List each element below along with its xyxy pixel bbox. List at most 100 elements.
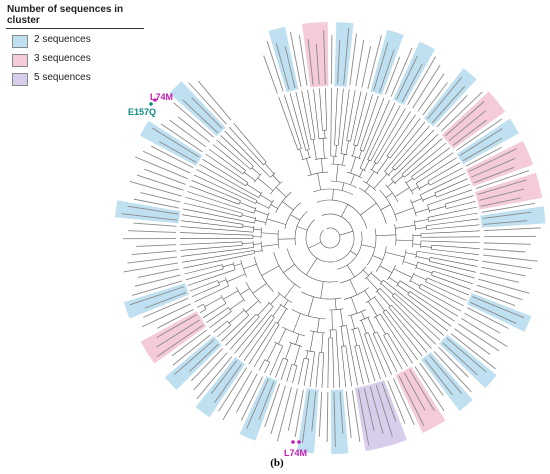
leaf-label (479, 188, 525, 201)
tree-branch (465, 201, 476, 205)
tree-branch (309, 331, 314, 352)
tree-branch (421, 304, 452, 327)
tree-arc (273, 251, 301, 289)
tree-branch (233, 178, 246, 187)
leaf-label (193, 352, 228, 391)
tree-branch (394, 175, 404, 184)
tree-arc (383, 332, 388, 336)
tree-branch (181, 214, 230, 223)
tree-branch (221, 322, 242, 342)
tree-arc (386, 155, 391, 159)
tree-branch (407, 138, 443, 170)
legend-label: 3 sequences (34, 53, 91, 64)
tree-branch (217, 334, 221, 338)
tree-branch (228, 241, 243, 243)
tree-branch (342, 354, 347, 388)
legend-item-5-sequences: 5 sequences (4, 71, 146, 90)
tree-branch (306, 350, 309, 359)
tree-branch (369, 349, 381, 380)
leaf-label (381, 382, 397, 422)
tree-branch (196, 169, 243, 194)
tree-branch (300, 130, 307, 151)
tree-arc (291, 364, 298, 367)
tree-arc (275, 191, 292, 213)
tree-branch (309, 365, 314, 387)
tree-arc (366, 228, 377, 266)
tree-branch (260, 314, 272, 329)
leaf-label (159, 141, 197, 163)
tree-branch (444, 178, 468, 189)
tree-branch (391, 304, 404, 318)
tree-arc (221, 264, 224, 270)
tree-branch (332, 189, 334, 201)
tree-branch (202, 309, 217, 319)
tree-branch (180, 245, 235, 251)
leaf-label (387, 380, 406, 424)
tree-branch (208, 264, 223, 269)
tree-branch (283, 300, 289, 308)
tree-branch (209, 319, 221, 328)
tree-branch (305, 258, 318, 276)
legend-item-3-sequences: 3 sequences (4, 52, 146, 71)
tree-branch (180, 232, 243, 236)
tree-branch (203, 308, 207, 311)
leaf-label (132, 280, 183, 296)
tree-branch (233, 167, 244, 175)
mutation-label-top-e157q: E157Q (128, 107, 157, 117)
tree-branch (403, 133, 439, 168)
leaf-label (409, 369, 435, 412)
leaf-label (284, 46, 296, 89)
tree-arc (303, 357, 309, 360)
tree-branch (397, 284, 409, 294)
leaf-label (178, 116, 210, 143)
tree-branch (377, 154, 384, 164)
tree-branch (418, 287, 432, 295)
tree-arc (271, 314, 275, 318)
leaf-label (456, 118, 503, 151)
tree-branch (295, 91, 308, 139)
tree-branch (425, 281, 442, 290)
tree-branch (346, 264, 355, 278)
tree-branch (264, 369, 267, 374)
tree-arc (401, 174, 405, 178)
tree-branch (248, 338, 266, 365)
tree-branches (179, 88, 480, 388)
tree-branch (353, 137, 356, 146)
tree-arc (253, 207, 257, 214)
tree-branch (307, 89, 315, 132)
leaf-label (396, 55, 418, 100)
cluster-highlight-sector (474, 172, 543, 210)
tree-arc (228, 307, 232, 312)
leaf-label (436, 95, 468, 128)
tree-branch (404, 302, 445, 336)
tree-branch (387, 342, 403, 370)
tree-branch (267, 306, 274, 313)
tree-arc (227, 320, 232, 326)
leaf-label (422, 82, 448, 116)
tree-branch (184, 267, 209, 275)
tree-branch (339, 88, 344, 132)
leaf-label (129, 286, 185, 306)
leaf-label (433, 351, 472, 393)
leaf-label (403, 372, 426, 411)
tree-branch (341, 346, 343, 355)
tree-branch (242, 225, 254, 228)
tree-arc (330, 163, 346, 166)
tree-branch (388, 277, 399, 284)
leaf-label (264, 383, 281, 428)
tree-arc (375, 288, 381, 293)
tree-arc (410, 199, 417, 217)
tree-branch (321, 369, 324, 388)
tree-branch (244, 163, 251, 170)
tree-branch (346, 129, 349, 141)
tree-branch (290, 214, 301, 221)
tree-branch (283, 264, 295, 273)
tree-branch (426, 227, 441, 230)
tree-arc (279, 303, 289, 310)
tree-branch (379, 265, 393, 273)
leaf-label (301, 390, 310, 444)
tree-branch (193, 174, 246, 200)
tree-branch (445, 250, 480, 255)
tree-arc (337, 231, 363, 270)
leaf-label (150, 145, 194, 169)
